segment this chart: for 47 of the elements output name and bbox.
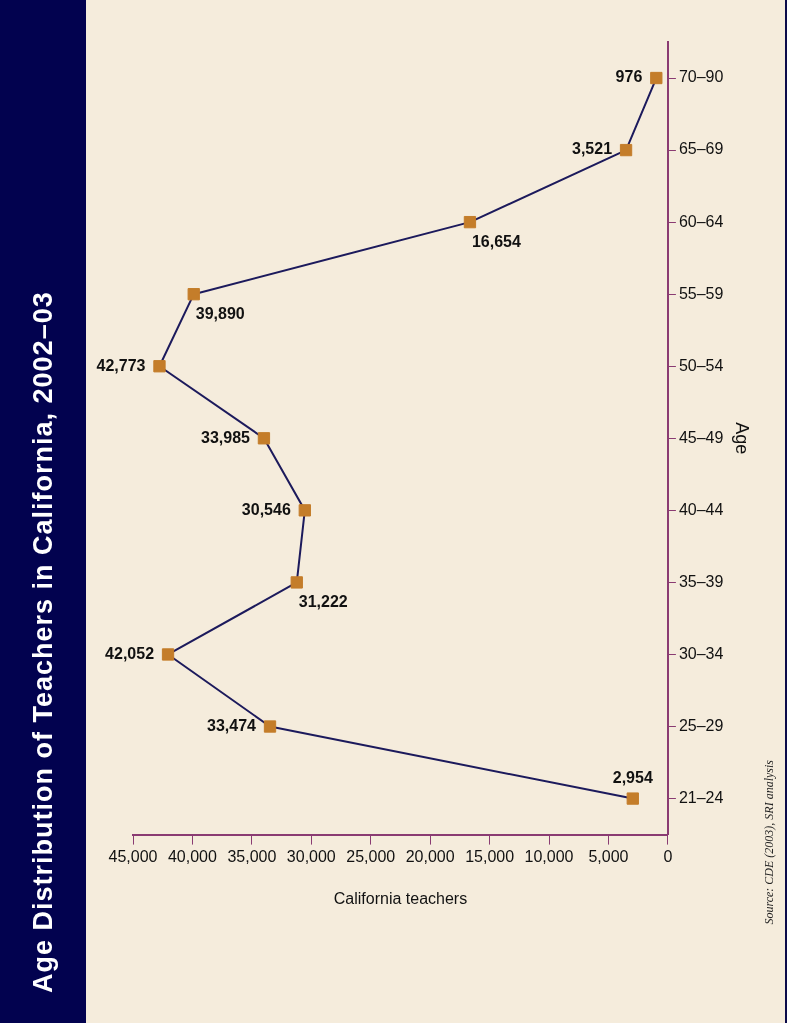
point	[298, 504, 311, 517]
x-tick-label: 15,000	[465, 847, 515, 865]
y-axis-title: Age	[732, 422, 753, 455]
x-tick-label: 5,000	[588, 847, 629, 865]
data-label: 2,954	[612, 768, 653, 786]
x-axis-title: California teachers	[333, 889, 468, 907]
y-tick-label: 21–24	[678, 788, 724, 806]
x-tick-label: 0	[663, 847, 673, 865]
x-tick-label: 25,000	[346, 847, 396, 865]
data-label: 33,985	[201, 428, 251, 446]
data-label: 3,521	[572, 140, 613, 158]
point	[619, 143, 633, 157]
point	[626, 792, 639, 805]
y-tick-label: 65–69	[678, 140, 724, 158]
point	[161, 648, 175, 661]
y-tick-label: 40–44	[678, 500, 724, 518]
x-tick-label: 10,000	[524, 847, 574, 865]
y-tick-label: 45–49	[678, 428, 724, 446]
data-label: 976	[615, 68, 643, 86]
x-tick-label: 20,000	[405, 847, 455, 865]
point	[463, 215, 477, 229]
y-tick-label: 50–54	[678, 356, 724, 374]
y-tick-label: 25–29	[678, 716, 724, 734]
x-tick-label: 35,000	[227, 847, 277, 865]
x-tick-label: 40,000	[167, 847, 217, 865]
y-tick-label: 30–34	[678, 644, 724, 662]
data-label: 42,052	[105, 644, 155, 662]
data-label: 30,546	[241, 500, 291, 518]
y-tick-label: 55–59	[678, 284, 724, 302]
y-tick-label: 60–64	[678, 212, 724, 230]
point	[263, 720, 277, 733]
data-label: 31,222	[298, 592, 348, 610]
data-label: 33,474	[207, 716, 257, 734]
y-tick-label: 70–90	[678, 68, 724, 86]
point	[187, 288, 200, 301]
x-tick-label: 30,000	[286, 847, 336, 865]
point	[153, 360, 166, 373]
point	[257, 432, 271, 445]
data-label: 16,654	[471, 232, 521, 250]
point	[650, 71, 663, 85]
data-label: 39,890	[195, 304, 245, 322]
source-note: Source: CDE (2003), SRI analysis	[762, 760, 777, 925]
text: Age Distribution of Teachers in California, 2002–03	[0, 0, 86, 1023]
x-tick-label: 45,000	[108, 847, 158, 865]
y-tick-label: 35–39	[678, 572, 724, 590]
data-label: 42,773	[96, 356, 146, 374]
point	[290, 576, 303, 589]
